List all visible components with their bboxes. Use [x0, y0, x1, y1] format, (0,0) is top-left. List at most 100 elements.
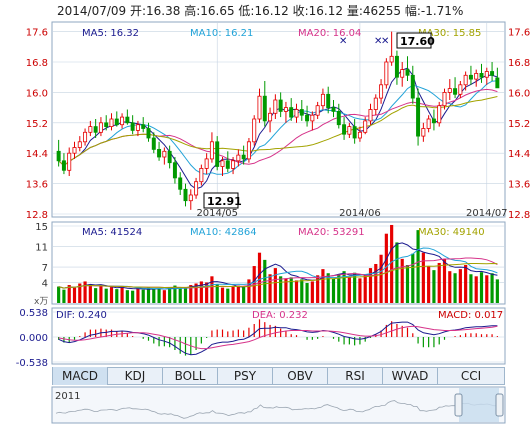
tab-cci[interactable]: CCI: [460, 369, 482, 383]
candle-body: [188, 194, 193, 202]
volume-bar: [432, 270, 436, 303]
volume-bar: [247, 279, 251, 303]
volume-bar: [427, 266, 431, 303]
candle-body: [373, 97, 378, 110]
candle-body: [389, 55, 394, 63]
candle-body: [162, 150, 167, 158]
volume-bar: [72, 287, 77, 303]
candle-body: [231, 160, 236, 169]
navigator-panel[interactable]: [51, 386, 506, 424]
candle-body: [151, 137, 156, 150]
candle-body: [400, 69, 405, 78]
candle-body: [273, 99, 278, 114]
candle-body: [384, 61, 389, 86]
candle-body: [283, 107, 288, 112]
legend-ma5: MA5: 16.32: [82, 28, 139, 39]
volume-bar: [104, 288, 108, 303]
volume-bar: [384, 233, 388, 303]
candle-body: [394, 55, 399, 78]
volume-ma-lines: [58, 242, 498, 290]
volume-bar: [453, 273, 457, 303]
volume-bar: [236, 285, 240, 303]
volume-bar: [458, 269, 462, 303]
volume-bar: [67, 285, 71, 303]
volume-bar: [485, 275, 489, 303]
vol-legend-ma5: MA5: 41524: [82, 227, 142, 238]
x-tick-label: 2014/06: [339, 208, 381, 219]
volume-unit: x万: [34, 297, 48, 307]
candle-body: [241, 154, 246, 160]
candle-body: [278, 99, 283, 112]
low-annotation-label: 12.91: [207, 195, 242, 208]
volume-bar: [189, 285, 193, 303]
price-tick-left: 15.2: [26, 119, 48, 130]
volume-bar: [395, 242, 399, 303]
volume-bar: [358, 278, 362, 303]
candle-body: [474, 73, 479, 80]
volume-bar: [337, 274, 341, 303]
volume-bar: [411, 253, 415, 303]
ma30-line: [58, 96, 498, 167]
candle-body: [141, 124, 146, 129]
price-tick-right: 17.6: [508, 28, 530, 39]
candles: [56, 31, 500, 210]
macd-tick: -0.538: [16, 358, 48, 369]
candle-body: [268, 112, 273, 122]
navigator-line: [55, 400, 501, 419]
volume-bar: [326, 273, 330, 303]
candle-body: [167, 150, 172, 164]
price-tick-right: 14.4: [508, 149, 530, 160]
volume-bar: [316, 275, 320, 303]
candle-body: [490, 71, 495, 76]
tab-wvad[interactable]: WVAD: [383, 367, 438, 385]
volume-bar: [220, 287, 225, 303]
x-axis-labels: 2014/05 2014/06 2014/07: [196, 208, 507, 219]
volume-bar: [194, 283, 198, 303]
tab-kdj[interactable]: KDJ: [108, 367, 163, 385]
volume-bar: [94, 288, 98, 303]
navigator-window[interactable]: [459, 388, 499, 422]
volume-bar: [374, 263, 378, 303]
volume-bar: [205, 282, 209, 303]
candle-body: [204, 158, 209, 169]
candle-body: [93, 126, 98, 133]
candle-body: [172, 162, 177, 179]
candle-body: [331, 107, 336, 112]
price-panel: [51, 21, 506, 218]
volume-bar: [448, 271, 452, 303]
volume-bar: [469, 274, 473, 303]
candle-body: [363, 120, 368, 133]
volume-bar: [490, 273, 494, 303]
vol-legend-ma10: MA10: 42864: [190, 227, 257, 238]
candle-body: [83, 131, 88, 143]
legend-ma10: MA10: 16.21: [190, 28, 253, 39]
volume-bar: [178, 287, 182, 303]
volume-bar: [300, 279, 304, 303]
tab-psy[interactable]: PSY: [218, 367, 273, 385]
volume-bar: [78, 283, 82, 303]
volume-bar: [257, 252, 262, 303]
navigator-handle-right[interactable]: [495, 393, 504, 417]
volume-bar: [405, 265, 410, 303]
tab-obv[interactable]: OBV: [273, 367, 328, 385]
volume-bar: [109, 287, 114, 303]
volume-bar: [183, 288, 188, 303]
volume-bar: [294, 280, 299, 303]
volume-bar: [331, 278, 336, 303]
candle-body: [484, 71, 489, 78]
candle-body: [194, 181, 199, 196]
tab-rsi[interactable]: RSI: [328, 367, 383, 385]
candle-body: [262, 95, 267, 122]
volume-bar: [495, 279, 499, 303]
volume-bar: [437, 262, 441, 303]
candle-body: [289, 107, 294, 118]
candle-body: [368, 109, 373, 122]
volume-bar: [57, 286, 61, 303]
tab-macd[interactable]: MACD: [53, 367, 108, 385]
candle-body: [178, 177, 183, 190]
candle-body: [199, 167, 204, 183]
volume-bar: [173, 285, 177, 303]
volume-bar: [210, 276, 214, 303]
navigator-handle-left[interactable]: [454, 393, 463, 417]
tab-boll[interactable]: BOLL: [163, 367, 218, 385]
